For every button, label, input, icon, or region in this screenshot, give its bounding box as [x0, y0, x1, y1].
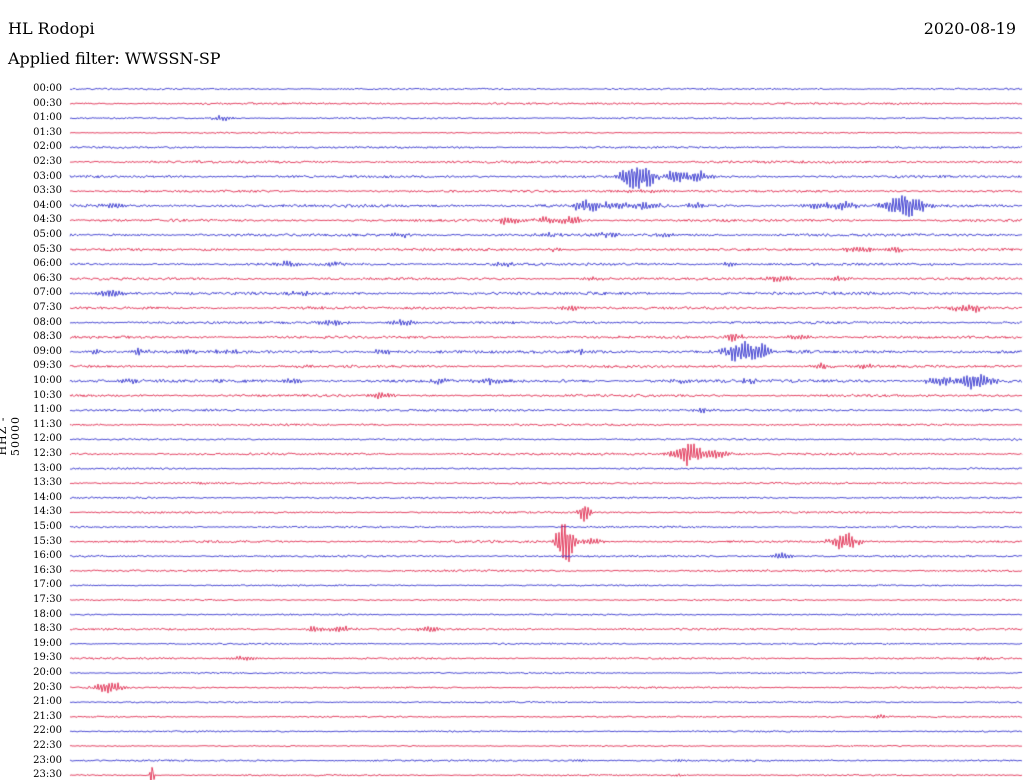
helicorder-canvas — [0, 0, 1024, 780]
